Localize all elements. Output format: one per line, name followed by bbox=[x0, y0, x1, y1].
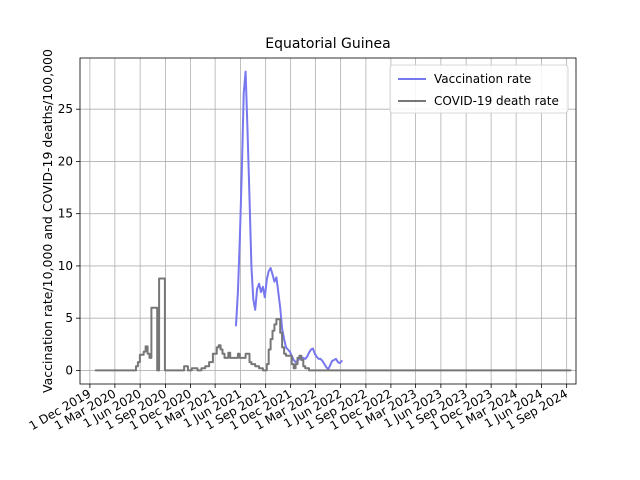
series-layer bbox=[94, 70, 572, 372]
series-line-vaccination-rate bbox=[235, 70, 343, 371]
grid bbox=[80, 58, 576, 384]
plot-frame bbox=[79, 57, 577, 385]
chart-title: Equatorial Guinea bbox=[265, 36, 390, 52]
legend: Vaccination rate COVID-19 death rate bbox=[389, 64, 569, 114]
legend-box bbox=[389, 64, 569, 114]
y-tick-label: 10 bbox=[58, 259, 73, 273]
y-tick-label: 5 bbox=[65, 311, 73, 325]
y-tick-label: 0 bbox=[65, 363, 73, 377]
series-line-covid-19-death-rate bbox=[94, 277, 572, 372]
y-tick-label: 25 bbox=[58, 102, 73, 116]
legend-label-vaccination-rate: Vaccination rate bbox=[434, 72, 531, 86]
y-tick-label: 15 bbox=[58, 207, 73, 221]
y-axis-label: Vaccination rate/10,000 and COVID-19 dea… bbox=[40, 49, 55, 393]
legend-label-covid-death-rate: COVID-19 death rate bbox=[434, 94, 559, 108]
y-tick-label: 20 bbox=[58, 154, 73, 168]
